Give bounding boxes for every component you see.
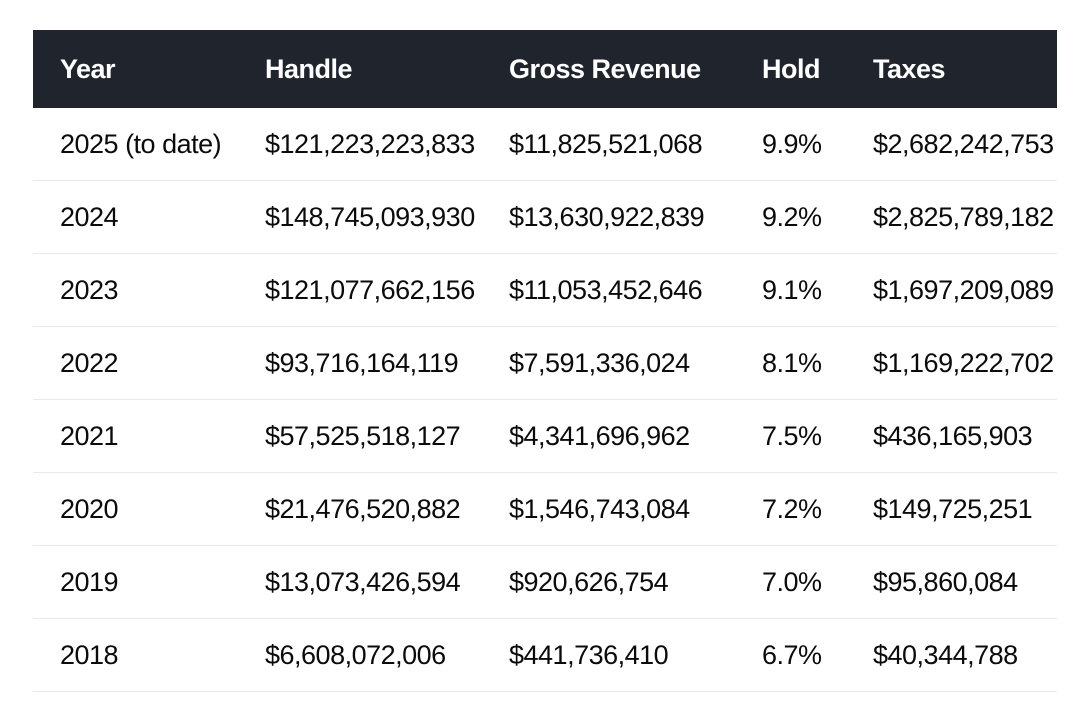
year-cell: 2021: [33, 399, 265, 473]
column-header-gross-revenue: Gross Revenue: [509, 30, 762, 108]
taxes-cell: $436,165,903: [873, 399, 1057, 473]
year-cell: 2024: [33, 180, 265, 254]
column-header-hold: Hold: [762, 30, 873, 108]
handle-cell: $93,716,164,119: [265, 326, 509, 400]
taxes-cell: $40,344,788: [873, 618, 1057, 692]
hold-cell: 9.2%: [762, 180, 873, 254]
header-row: Year Handle Gross Revenue Hold Taxes: [33, 30, 1057, 108]
column-header-year: Year: [33, 30, 265, 108]
column-header-taxes: Taxes: [873, 30, 1057, 108]
gross-revenue-cell: $441,736,410: [509, 618, 762, 692]
annual-betting-stats-table: Year Handle Gross Revenue Hold Taxes 202…: [33, 30, 1057, 692]
taxes-cell: $95,860,084: [873, 545, 1057, 619]
gross-revenue-cell: $11,053,452,646: [509, 253, 762, 327]
hold-cell: 7.5%: [762, 399, 873, 473]
handle-cell: $148,745,093,930: [265, 180, 509, 254]
taxes-cell: $1,697,209,089: [873, 253, 1057, 327]
table-row: 2025 (to date) $121,223,223,833 $11,825,…: [33, 108, 1057, 181]
gross-revenue-cell: $7,591,336,024: [509, 326, 762, 400]
table-row: 2023 $121,077,662,156 $11,053,452,646 9.…: [33, 253, 1057, 327]
gross-revenue-cell: $4,341,696,962: [509, 399, 762, 473]
taxes-cell: $1,169,222,702: [873, 326, 1057, 400]
year-cell: 2023: [33, 253, 265, 327]
hold-cell: 6.7%: [762, 618, 873, 692]
annual-betting-stats-table-container: Year Handle Gross Revenue Hold Taxes 202…: [33, 30, 1057, 692]
year-cell: 2019: [33, 545, 265, 619]
year-cell: 2025 (to date): [33, 108, 265, 181]
column-header-handle: Handle: [265, 30, 509, 108]
hold-cell: 8.1%: [762, 326, 873, 400]
handle-cell: $121,077,662,156: [265, 253, 509, 327]
taxes-cell: $149,725,251: [873, 472, 1057, 546]
gross-revenue-cell: $11,825,521,068: [509, 108, 762, 181]
handle-cell: $6,608,072,006: [265, 618, 509, 692]
hold-cell: 7.2%: [762, 472, 873, 546]
table-row: 2019 $13,073,426,594 $920,626,754 7.0% $…: [33, 545, 1057, 619]
year-cell: 2018: [33, 618, 265, 692]
hold-cell: 9.1%: [762, 253, 873, 327]
taxes-cell: $2,682,242,753: [873, 108, 1057, 181]
taxes-cell: $2,825,789,182: [873, 180, 1057, 254]
hold-cell: 7.0%: [762, 545, 873, 619]
table-row: 2018 $6,608,072,006 $441,736,410 6.7% $4…: [33, 618, 1057, 692]
handle-cell: $21,476,520,882: [265, 472, 509, 546]
handle-cell: $121,223,223,833: [265, 108, 509, 181]
year-cell: 2020: [33, 472, 265, 546]
table-row: 2020 $21,476,520,882 $1,546,743,084 7.2%…: [33, 472, 1057, 546]
gross-revenue-cell: $13,630,922,839: [509, 180, 762, 254]
table-row: 2024 $148,745,093,930 $13,630,922,839 9.…: [33, 180, 1057, 254]
gross-revenue-cell: $1,546,743,084: [509, 472, 762, 546]
year-cell: 2022: [33, 326, 265, 400]
table-row: 2021 $57,525,518,127 $4,341,696,962 7.5%…: [33, 399, 1057, 473]
gross-revenue-cell: $920,626,754: [509, 545, 762, 619]
table-row: 2022 $93,716,164,119 $7,591,336,024 8.1%…: [33, 326, 1057, 400]
handle-cell: $13,073,426,594: [265, 545, 509, 619]
hold-cell: 9.9%: [762, 108, 873, 181]
handle-cell: $57,525,518,127: [265, 399, 509, 473]
